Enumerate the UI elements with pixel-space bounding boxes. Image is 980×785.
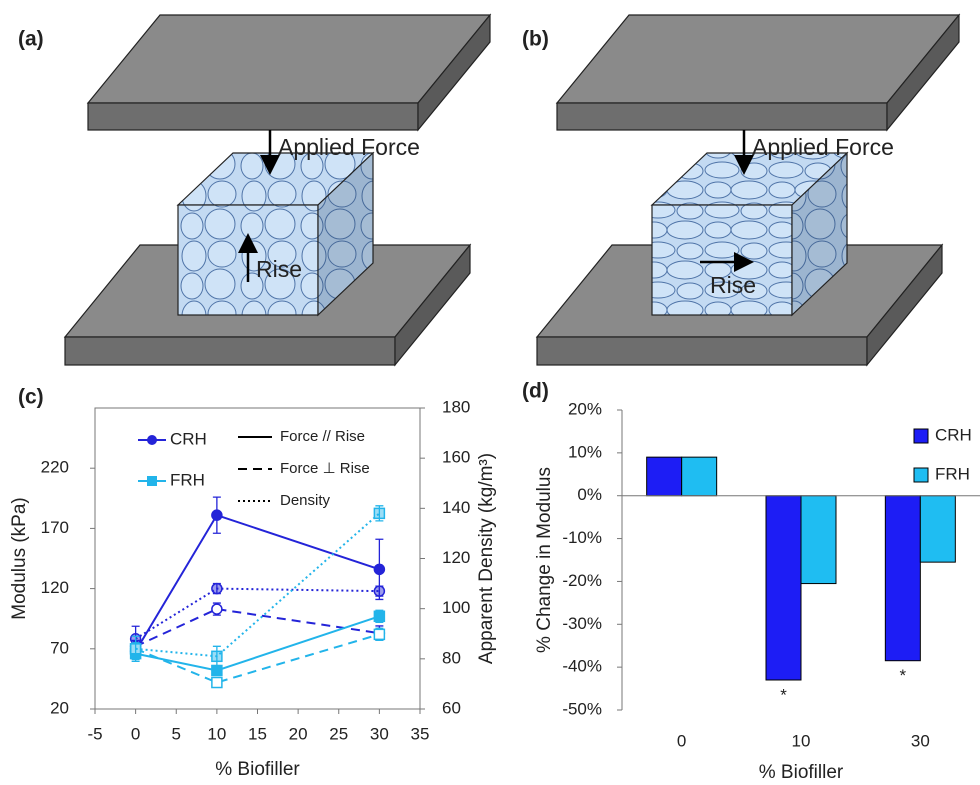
marker <box>373 585 386 597</box>
x-tick-label: 0 <box>677 731 686 750</box>
marker <box>211 603 223 615</box>
series-line <box>135 608 380 648</box>
y-tick-label: -30% <box>562 614 602 633</box>
x-tick-label: -5 <box>87 724 102 743</box>
marker <box>129 643 142 655</box>
bar <box>800 495 837 585</box>
y-tick-label: -20% <box>562 571 602 590</box>
panel-label: (c) <box>18 386 44 409</box>
marker <box>211 509 223 521</box>
x-tick-label: 5 <box>172 724 181 743</box>
legend-label: FRH <box>935 464 970 483</box>
x-tick-label: 20 <box>289 724 308 743</box>
error-bar <box>131 635 140 662</box>
legend-label: FRH <box>170 470 205 489</box>
y2-tick-label: 140 <box>442 498 470 517</box>
marker <box>211 650 223 663</box>
bar <box>681 456 718 497</box>
series-line <box>135 587 380 640</box>
y2-tick-label: 160 <box>442 448 470 467</box>
marker <box>211 676 223 689</box>
y-tick-label: 170 <box>41 518 69 537</box>
force-label: Applied Force <box>278 134 420 160</box>
y-tick-label: -10% <box>562 528 602 547</box>
x-tick-label: 15 <box>248 724 267 743</box>
marker <box>373 563 386 576</box>
y-axis-title: % Change in Modulus <box>534 467 555 653</box>
y-tick-label: 20 <box>50 698 69 717</box>
x-tick-label: 30 <box>370 724 389 743</box>
legend-label: CRH <box>170 429 207 448</box>
y-tick-label: 20% <box>568 399 602 418</box>
annotation: * <box>780 685 787 704</box>
y2-tick-label: 120 <box>442 548 470 567</box>
legend-label: CRH <box>935 425 972 444</box>
bar <box>765 495 802 681</box>
x-tick-label: 30 <box>911 731 930 750</box>
x-tick-label: 10 <box>207 724 226 743</box>
series-line <box>134 513 380 652</box>
force-label: Applied Force <box>752 134 894 160</box>
legend-swatch <box>913 428 929 444</box>
x-tick-label: 10 <box>792 731 811 750</box>
legend-label: Density <box>280 492 331 509</box>
y-tick-label: 10% <box>568 442 602 461</box>
marker <box>373 507 386 520</box>
y-tick-label: 0% <box>577 485 602 504</box>
annotation: * <box>900 666 907 685</box>
error-bar <box>212 645 221 668</box>
x-axis-title: % Biofiller <box>215 759 300 780</box>
y2-tick-label: 100 <box>442 598 470 617</box>
panel-label: (d) <box>522 380 549 403</box>
x-axis-title: % Biofiller <box>759 762 844 783</box>
legend-label: Force // Rise <box>280 428 365 445</box>
marker <box>211 582 223 595</box>
series-line <box>135 615 380 672</box>
bar <box>884 495 921 662</box>
series-line <box>135 633 380 684</box>
legend-swatch <box>913 467 929 483</box>
diagram-b <box>535 13 961 367</box>
y-tick-label: -40% <box>562 657 602 676</box>
legend-marker <box>147 476 157 486</box>
y2-tick-label: 180 <box>442 397 470 416</box>
panel-label: (b) <box>522 28 549 51</box>
bar <box>919 495 956 563</box>
bar <box>646 456 683 497</box>
y-axis-title: Modulus (kPa) <box>9 497 30 620</box>
y-tick-label: -50% <box>562 699 602 718</box>
legend-marker <box>147 435 157 445</box>
y-tick-label: 120 <box>41 578 69 597</box>
panel-label: (a) <box>18 28 44 51</box>
legend-label: Force ⊥ Rise <box>280 460 370 477</box>
y2-axis-title: Apparent Density (kg/m³) <box>476 453 497 664</box>
y2-tick-label: 60 <box>442 698 461 717</box>
diagram-a <box>63 13 492 367</box>
y-tick-label: 220 <box>41 458 69 477</box>
plot-frame <box>94 407 421 710</box>
y2-tick-label: 80 <box>442 648 461 667</box>
rise-label: Rise <box>710 272 756 298</box>
rise-label: Rise <box>256 256 302 282</box>
y-tick-label: 70 <box>50 638 69 657</box>
series-line <box>135 512 381 658</box>
marker <box>373 610 386 623</box>
x-tick-label: 0 <box>131 724 140 743</box>
x-tick-label: 25 <box>329 724 348 743</box>
marker <box>373 628 386 641</box>
x-tick-label: 35 <box>411 724 430 743</box>
